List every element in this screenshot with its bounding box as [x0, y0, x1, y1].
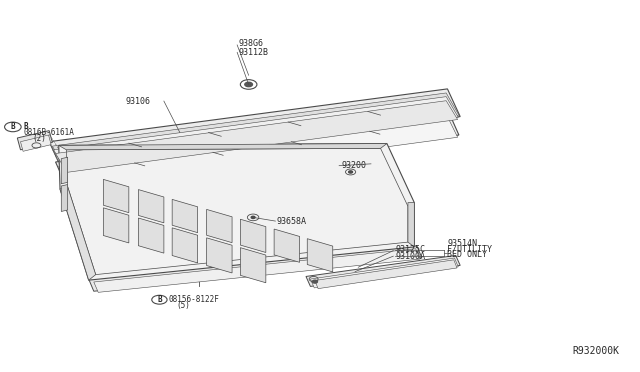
Polygon shape — [59, 144, 387, 150]
Polygon shape — [172, 228, 198, 263]
Polygon shape — [274, 229, 300, 262]
Polygon shape — [89, 246, 422, 291]
Polygon shape — [20, 135, 51, 151]
Text: 0816B-6161A: 0816B-6161A — [23, 128, 74, 137]
Text: (2): (2) — [32, 134, 46, 142]
Polygon shape — [138, 218, 164, 253]
Polygon shape — [138, 190, 164, 223]
Polygon shape — [241, 219, 266, 253]
Text: BED ONLY: BED ONLY — [447, 250, 488, 259]
Text: R932000K: R932000K — [573, 346, 620, 356]
Polygon shape — [207, 209, 232, 243]
Circle shape — [245, 82, 252, 87]
Polygon shape — [207, 238, 232, 273]
Text: F/UTILITY: F/UTILITY — [447, 244, 492, 253]
Polygon shape — [54, 97, 458, 170]
Polygon shape — [59, 144, 414, 280]
Polygon shape — [59, 114, 458, 190]
Text: 08156-8122F: 08156-8122F — [169, 295, 220, 304]
Polygon shape — [103, 179, 129, 213]
Polygon shape — [172, 199, 198, 232]
Polygon shape — [49, 89, 460, 169]
Polygon shape — [60, 187, 96, 280]
Polygon shape — [61, 157, 68, 184]
Text: 93106: 93106 — [125, 97, 150, 106]
Text: 93658A: 93658A — [276, 217, 307, 225]
Polygon shape — [310, 258, 458, 288]
Polygon shape — [17, 131, 52, 150]
Text: 93125C: 93125C — [395, 245, 425, 254]
Polygon shape — [56, 109, 459, 188]
Text: 93514N: 93514N — [447, 239, 477, 248]
Text: 93112B: 93112B — [239, 48, 268, 57]
Polygon shape — [52, 93, 459, 168]
Polygon shape — [408, 203, 414, 247]
Polygon shape — [307, 239, 333, 272]
Circle shape — [312, 280, 317, 283]
Text: B: B — [157, 295, 162, 304]
Polygon shape — [61, 185, 68, 211]
Polygon shape — [306, 256, 460, 286]
Polygon shape — [103, 208, 129, 243]
Text: (5): (5) — [177, 301, 191, 310]
Text: 93200: 93200 — [341, 161, 366, 170]
Polygon shape — [94, 249, 420, 292]
Circle shape — [349, 171, 353, 173]
Text: 938G6: 938G6 — [239, 39, 264, 48]
Text: B: B — [10, 122, 15, 131]
Circle shape — [251, 216, 255, 218]
Polygon shape — [315, 260, 457, 289]
Polygon shape — [56, 101, 458, 172]
Text: B: B — [23, 122, 28, 131]
Polygon shape — [241, 248, 266, 283]
Text: 93100A: 93100A — [395, 251, 425, 261]
